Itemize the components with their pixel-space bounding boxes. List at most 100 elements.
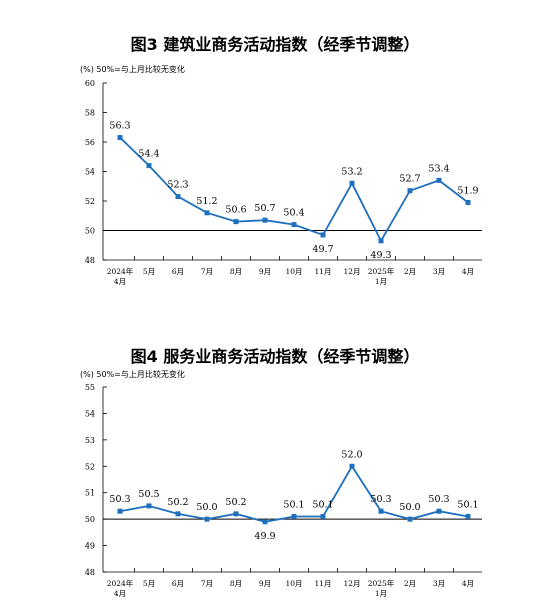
data-label: 54.4 — [138, 149, 159, 160]
y-tick-label: 48 — [85, 256, 95, 265]
data-point — [204, 210, 210, 216]
data-point — [320, 514, 326, 519]
data-point — [436, 508, 442, 514]
data-point — [204, 516, 210, 522]
data-label: 56.3 — [109, 121, 130, 132]
data-point — [175, 194, 181, 200]
data-point — [349, 180, 355, 186]
data-point — [465, 514, 471, 519]
x-tick-label: 11月 — [314, 267, 331, 276]
data-point — [349, 463, 355, 469]
data-point — [465, 199, 471, 205]
data-label: 49.7 — [312, 244, 333, 255]
x-tick-label: 5月 — [143, 579, 155, 588]
data-label: 50.3 — [428, 494, 449, 505]
x-tick-label: 7月 — [201, 579, 213, 588]
x-tick-label: 3月 — [433, 579, 445, 588]
y-tick-label: 54 — [85, 168, 95, 177]
x-tick-label: 2025年 — [368, 266, 395, 276]
y-tick-label: 50 — [85, 515, 95, 524]
data-point — [117, 135, 123, 141]
y-tick-label: 49 — [85, 542, 95, 551]
x-tick-label: 1月 — [375, 589, 387, 598]
y-tick-label: 58 — [85, 109, 95, 118]
x-tick-label: 9月 — [259, 267, 271, 276]
data-label: 50.7 — [254, 203, 275, 214]
x-tick-label: 10月 — [285, 579, 302, 588]
data-label: 50.6 — [225, 205, 246, 216]
data-label: 50.2 — [225, 497, 246, 508]
data-label: 50.1 — [312, 500, 333, 511]
data-point — [407, 516, 413, 522]
x-tick-label: 2月 — [404, 267, 416, 276]
x-tick-label: 2024年 — [107, 578, 134, 588]
data-label: 50.5 — [138, 489, 159, 500]
x-tick-label: 5月 — [143, 267, 155, 276]
y-tick-label: 50 — [85, 227, 95, 236]
data-label: 53.4 — [428, 163, 449, 174]
unit-note: (%) 50%=与上月比较无变化 — [80, 65, 185, 74]
data-label: 53.2 — [341, 166, 362, 177]
x-tick-label: 6月 — [172, 267, 184, 276]
data-label: 50.4 — [283, 208, 304, 219]
data-label: 50.0 — [196, 502, 217, 513]
x-tick-label: 4月 — [462, 579, 474, 588]
data-point — [146, 163, 152, 169]
data-point — [262, 519, 268, 525]
data-point — [233, 511, 239, 517]
x-tick-label: 10月 — [285, 267, 302, 276]
x-tick-label: 2月 — [404, 579, 416, 588]
data-label: 52.7 — [399, 174, 420, 185]
x-tick-label: 2025年 — [368, 578, 395, 588]
data-point — [117, 508, 123, 514]
data-label: 50.1 — [283, 500, 304, 511]
data-label: 50.1 — [457, 500, 478, 511]
x-tick-label: 4月 — [114, 277, 126, 286]
x-tick-label: 8月 — [230, 267, 242, 276]
x-tick-label: 12月 — [343, 579, 360, 588]
data-point — [320, 232, 326, 238]
data-label: 50.3 — [109, 494, 130, 505]
x-tick-label: 4月 — [462, 267, 474, 276]
data-point — [407, 188, 413, 194]
data-label: 52.3 — [167, 180, 188, 191]
y-tick-label: 54 — [85, 409, 95, 418]
x-tick-label: 11月 — [314, 579, 331, 588]
data-point — [233, 219, 239, 225]
x-tick-label: 4月 — [114, 589, 126, 598]
data-label: 50.3 — [370, 494, 391, 505]
data-label: 51.9 — [457, 185, 478, 196]
data-point — [378, 238, 384, 244]
unit-note: (%) 50%=与上月比较无变化 — [80, 370, 185, 379]
x-tick-label: 12月 — [343, 267, 360, 276]
y-tick-label: 53 — [85, 436, 95, 445]
y-tick-label: 56 — [85, 138, 95, 147]
x-tick-label: 6月 — [172, 579, 184, 588]
x-tick-label: 7月 — [201, 267, 213, 276]
y-tick-label: 48 — [85, 568, 95, 577]
data-point — [436, 177, 442, 183]
data-point — [378, 508, 384, 514]
data-point — [262, 217, 268, 223]
chart-title: 图3 建筑业商务活动指数（经季节调整） — [130, 35, 420, 54]
data-label: 50.0 — [399, 502, 420, 513]
x-tick-label: 1月 — [375, 277, 387, 286]
x-tick-label: 3月 — [433, 267, 445, 276]
x-tick-label: 8月 — [230, 579, 242, 588]
series-line — [119, 464, 469, 523]
x-tick-label: 2024年 — [107, 266, 134, 276]
data-point — [146, 503, 152, 509]
y-tick-label: 52 — [85, 197, 95, 206]
y-tick-label: 55 — [85, 383, 95, 392]
y-tick-label: 52 — [85, 462, 95, 471]
data-point — [291, 222, 297, 228]
data-label: 52.0 — [341, 449, 362, 460]
data-point — [291, 514, 297, 519]
data-label: 49.3 — [370, 250, 391, 261]
data-label: 49.9 — [254, 531, 275, 542]
x-tick-label: 9月 — [259, 579, 271, 588]
data-label: 50.2 — [167, 497, 188, 508]
chart-title: 图4 服务业商务活动指数（经季节调整） — [130, 347, 420, 366]
